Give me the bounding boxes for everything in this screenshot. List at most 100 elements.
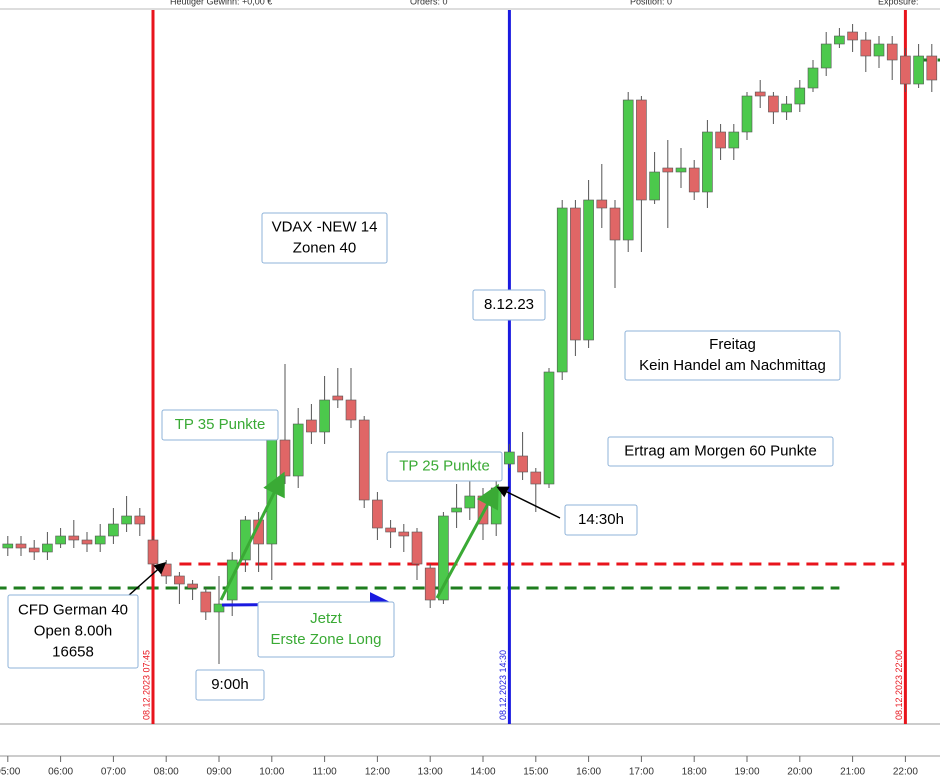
candle-body	[649, 171, 660, 201]
candle-body	[2, 543, 14, 549]
header-text: Exposure:	[878, 0, 919, 6]
annotation-text: Freitag	[709, 336, 756, 353]
candle-body	[411, 531, 423, 565]
candle-body	[15, 543, 27, 549]
candle-body	[121, 515, 132, 525]
candle-body	[94, 535, 106, 545]
annotation-box	[607, 436, 834, 467]
candle-body	[926, 55, 938, 81]
annotation-text: Ertrag am Morgen 60 Punkte	[624, 442, 817, 459]
x-tick-label: 08:00	[154, 767, 179, 778]
candle-body	[873, 43, 885, 57]
annotation-text: Erste Zone Long	[271, 631, 382, 648]
candle-body	[900, 55, 911, 85]
arrows	[127, 471, 561, 617]
candle-body	[583, 199, 594, 341]
x-tick-label: 14:00	[470, 767, 495, 778]
annotation-text: Jetzt	[310, 610, 343, 627]
x-tick-label: 16:00	[576, 767, 601, 778]
candle-body	[688, 167, 700, 193]
candle-body	[306, 419, 317, 433]
annotation-box	[564, 504, 638, 536]
candle-body	[42, 543, 53, 553]
x-tick-label: 10:00	[259, 767, 284, 778]
annotation-text: Open 8.00h	[34, 622, 112, 639]
annotation-box	[195, 669, 265, 701]
candle-body	[68, 535, 80, 541]
annotation-text: Zonen 40	[293, 239, 356, 256]
candle-body	[464, 495, 476, 509]
annotation-text: 8.12.23	[484, 296, 534, 313]
x-tick-label: 20:00	[787, 767, 812, 778]
candle-body	[834, 35, 845, 45]
arrow	[435, 483, 499, 599]
candle-body	[438, 515, 449, 601]
annotation-box	[472, 289, 546, 321]
candle-body	[768, 95, 779, 113]
x-tick-label: 17:00	[629, 767, 654, 778]
candle-body	[543, 371, 555, 485]
candle-body	[609, 207, 621, 241]
x-tick-label: 09:00	[206, 767, 231, 778]
candle-body	[530, 471, 542, 485]
candle-body	[200, 591, 212, 613]
candle-body	[728, 131, 740, 149]
annotation-text: Kein Handel am Nachmittag	[639, 357, 826, 374]
annotation-text: TP 35 Punkte	[175, 416, 266, 433]
candle-body	[187, 583, 198, 589]
candle-body	[279, 439, 291, 477]
x-tick-label: 07:00	[101, 767, 126, 778]
candle-body	[451, 507, 462, 513]
x-tick-label: 12:00	[365, 767, 390, 778]
x-tick-label: 05:00	[0, 767, 21, 778]
x-tick-label: 06:00	[48, 767, 73, 778]
candle-body	[570, 207, 581, 341]
arrow	[127, 562, 167, 597]
candle-body	[504, 451, 515, 465]
x-tick-label: 15:00	[523, 767, 548, 778]
candle-body	[385, 527, 396, 533]
annotation-box	[624, 330, 841, 381]
candle-body	[517, 455, 528, 473]
candle-body	[754, 91, 766, 97]
candle-body	[174, 575, 185, 585]
candle-body	[147, 539, 159, 565]
candle-body	[358, 419, 370, 501]
candle-body	[807, 67, 819, 89]
candle-body	[913, 55, 924, 85]
candle-body	[741, 95, 753, 133]
candle-body	[372, 499, 383, 529]
candle-body	[675, 167, 687, 173]
time-line-label: 08.12.2023 22:00	[894, 650, 904, 720]
candle-body	[55, 535, 66, 545]
candle-body	[781, 103, 792, 113]
arrow	[496, 486, 561, 519]
header-text: Position: 0	[630, 0, 672, 6]
x-tick-label: 18:00	[682, 767, 707, 778]
candle-body	[213, 603, 225, 613]
candle-body	[28, 547, 40, 553]
candle-body	[556, 207, 568, 373]
annotation-text: CFD German 40	[18, 601, 128, 618]
candle-body	[398, 531, 410, 537]
candle-body	[636, 99, 647, 201]
annotation-text: 9:00h	[211, 676, 249, 693]
candle-body	[319, 399, 330, 433]
x-tick-label: 21:00	[840, 767, 865, 778]
candle-body	[134, 515, 146, 525]
annotation-box	[161, 409, 279, 441]
annotation-box	[386, 451, 503, 482]
time-line-label: 08.12.2023 14:30	[498, 650, 508, 720]
time-line-label: 08.12.2023 07:45	[141, 650, 151, 720]
candle-body	[622, 99, 634, 241]
candle-body	[702, 131, 713, 193]
x-tick-label: 22:00	[893, 767, 918, 778]
candle-body	[108, 523, 119, 537]
candle-body	[715, 131, 726, 149]
annotation-box	[257, 601, 395, 658]
annotation-text: 14:30h	[578, 511, 624, 528]
header-text: Orders: 0	[410, 0, 448, 6]
annotation-text: VDAX -NEW 14	[272, 218, 378, 235]
